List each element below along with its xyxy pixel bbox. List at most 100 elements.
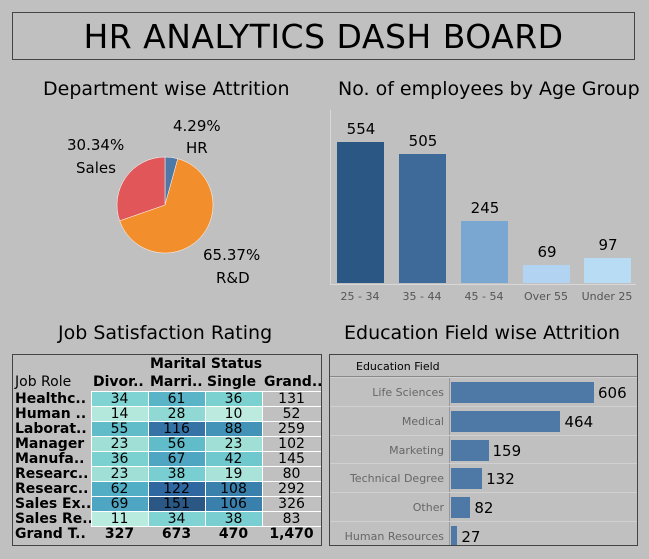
grand-total-cell[interactable]: 80 [261, 466, 321, 482]
age-bar-category-label: 25 - 34 [340, 290, 380, 303]
job-role-cell: Sales Re.. [15, 511, 91, 527]
dashboard-title: HR ANALYTICS DASH BOARD [83, 16, 564, 56]
heatmap-cell[interactable]: 88 [204, 421, 263, 437]
education-row[interactable]: Technical Degree 132 [330, 463, 637, 492]
grand-total-cell[interactable]: 131 [261, 391, 321, 407]
table-row[interactable]: Human .. 14 28 10 52 [13, 406, 321, 422]
age-bar-value-label: 245 [470, 198, 500, 217]
age-bar[interactable] [523, 265, 570, 283]
heatmap-cell[interactable]: 38 [147, 466, 206, 482]
grand-total-cell[interactable]: 326 [261, 496, 321, 512]
age-bar-category-label: Under 25 [581, 290, 633, 303]
job-satisfaction-title: Job Satisfaction Rating [58, 322, 273, 344]
heatmap-cell[interactable]: 23 [90, 466, 149, 482]
heatmap-cell[interactable]: 69 [90, 496, 149, 512]
heatmap-cell[interactable]: 67 [147, 451, 206, 467]
job-role-cell: Researc.. [15, 481, 89, 497]
education-attrition-title: Education Field wise Attrition [344, 322, 621, 344]
education-bar-value-label: 132 [486, 470, 515, 489]
education-attrition-chart: Education Field Life Sciences 606 Medical 4… [329, 354, 638, 546]
education-category-label: Medical [401, 414, 444, 428]
grand-total-cell[interactable]: 145 [261, 451, 321, 467]
education-bar[interactable] [451, 410, 561, 432]
col-header-grand-total: Grand.. [264, 374, 322, 390]
education-bar[interactable] [451, 439, 489, 461]
job-satisfaction-table: Marital Status Job Role Divor.. Marri.. … [12, 354, 322, 546]
heatmap-cell[interactable]: 62 [90, 481, 149, 497]
department-attrition-title: Department wise Attrition [43, 78, 290, 100]
job-role-cell: Human .. [15, 406, 87, 422]
heatmap-cell[interactable]: 36 [204, 391, 263, 407]
age-bar[interactable] [337, 142, 384, 283]
table-row[interactable]: Manager 23 56 23 102 [13, 436, 321, 452]
table-row[interactable]: Researc.. 62 122 108 292 [13, 481, 321, 497]
heatmap-cell[interactable]: 151 [147, 496, 206, 512]
heatmap-cell[interactable]: 10 [204, 406, 263, 422]
table-row[interactable]: Healthc.. 34 61 36 131 [13, 391, 321, 407]
grand-total-cell[interactable]: 83 [261, 511, 321, 527]
heatmap-cell[interactable]: 42 [204, 451, 263, 467]
heatmap-cell[interactable]: 116 [147, 421, 206, 437]
heatmap-cell[interactable]: 28 [147, 406, 206, 422]
age-bar[interactable] [399, 154, 446, 283]
education-header-divider [330, 376, 637, 377]
grand-total-value: 1,470 [261, 526, 321, 542]
education-row[interactable]: Medical 464 [330, 405, 637, 435]
col-header-single: Single [207, 374, 257, 390]
age-bar-category-label: Over 55 [524, 290, 568, 303]
education-bar[interactable] [451, 497, 471, 519]
age-bar[interactable] [584, 258, 631, 283]
heatmap-cell[interactable]: 34 [90, 391, 149, 407]
heatmap-cell[interactable]: 11 [90, 511, 149, 527]
job-role-cell: Manager [15, 436, 85, 452]
job-role-header: Job Role [15, 374, 72, 391]
grand-total-cell[interactable]: 102 [261, 436, 321, 452]
pie-label-hr-percent: 4.29% [173, 117, 221, 135]
education-row[interactable]: Life Sciences 606 [330, 377, 637, 406]
col-header-married: Marri.. [150, 374, 203, 390]
heatmap-cell[interactable]: 122 [147, 481, 206, 497]
education-axis-line [449, 376, 450, 545]
pie-label-hr-name: HR [186, 139, 208, 157]
table-row[interactable]: Laborat.. 55 116 88 259 [13, 421, 321, 437]
education-row[interactable]: Other 82 [330, 492, 637, 521]
education-bar[interactable] [451, 382, 594, 403]
education-row[interactable]: Marketing 159 [330, 434, 637, 464]
grand-total-cell[interactable]: 292 [261, 481, 321, 497]
education-category-label: Other [412, 501, 444, 515]
heatmap-cell[interactable]: 14 [90, 406, 149, 422]
table-row[interactable]: Sales Re.. 11 34 38 83 [13, 511, 321, 527]
heatmap-cell[interactable]: 23 [204, 436, 263, 452]
heatmap-cell[interactable]: 61 [147, 391, 206, 407]
age-bar[interactable] [461, 220, 508, 283]
job-role-cell: Researc.. [15, 466, 89, 482]
age-bar-category-label: 35 - 44 [402, 290, 442, 303]
grand-total-label: Grand T.. [15, 526, 86, 542]
education-bar-value-label: 159 [492, 441, 522, 460]
grand-total-value: 673 [147, 526, 206, 542]
heatmap-cell[interactable]: 23 [90, 436, 149, 452]
job-role-cell: Manufa.. [15, 451, 85, 467]
pie-slice-rd[interactable] [119, 158, 214, 254]
heatmap-cell[interactable]: 19 [204, 466, 263, 482]
heatmap-cell[interactable]: 34 [147, 511, 206, 527]
heatmap-cell[interactable]: 56 [147, 436, 206, 452]
education-bar[interactable] [451, 526, 458, 545]
education-row[interactable]: Human Resources 27 [330, 521, 637, 546]
age-bar-category-label: 45 - 54 [464, 290, 504, 303]
heatmap-cell[interactable]: 108 [204, 481, 263, 497]
table-row[interactable]: Manufa.. 36 67 42 145 [13, 451, 321, 467]
heatmap-cell[interactable]: 38 [204, 511, 263, 527]
table-row[interactable]: Sales Ex.. 69 151 106 326 [13, 496, 321, 512]
education-bar[interactable] [451, 468, 483, 490]
grand-total-cell[interactable]: 259 [261, 421, 321, 437]
col-header-divorced: Divor.. [93, 374, 144, 390]
age-bar-value-label: 554 [346, 120, 376, 138]
pie-slice-sales[interactable] [116, 156, 166, 222]
heatmap-cell[interactable]: 55 [90, 421, 149, 437]
education-bar-value-label: 27 [461, 528, 481, 546]
heatmap-cell[interactable]: 36 [90, 451, 149, 467]
heatmap-cell[interactable]: 106 [204, 496, 263, 512]
table-row[interactable]: Researc.. 23 38 19 80 [13, 466, 321, 482]
grand-total-cell[interactable]: 52 [261, 406, 321, 422]
